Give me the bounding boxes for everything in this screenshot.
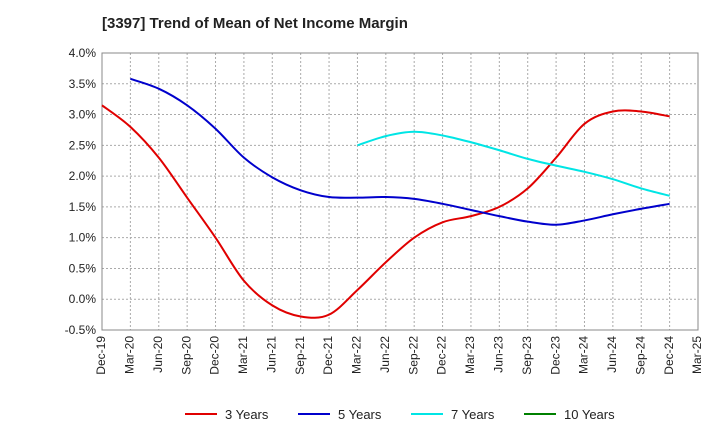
- legend-label-0: 3 Years: [225, 407, 269, 422]
- x-tick-label: Dec-20: [208, 336, 222, 375]
- x-tick-label: Dec-21: [321, 336, 335, 375]
- x-tick-label: Jun-23: [492, 336, 506, 373]
- x-tick-label: Mar-23: [463, 336, 477, 374]
- y-tick-label: 3.5%: [69, 77, 97, 91]
- x-tick-label: Mar-21: [236, 336, 250, 374]
- x-tick-label: Dec-23: [548, 336, 562, 375]
- y-tick-label: 1.5%: [69, 200, 97, 214]
- series: [101, 77, 670, 319]
- y-tick-label: 2.5%: [69, 138, 97, 152]
- y-axis: -0.5% 0.0% 0.5% 1.0% 1.5% 2.0% 2.5% 3.0% 3.5% 4.0…: [65, 46, 97, 337]
- x-tick-label: Jun-20: [151, 336, 165, 373]
- x-tick-label: Sep-20: [179, 336, 193, 375]
- legend-label-1: 5 Years: [338, 407, 382, 422]
- legend-label-2: 7 Years: [451, 407, 495, 422]
- x-tick-label: Dec-22: [435, 336, 449, 375]
- x-tick-label: Jun-24: [605, 336, 619, 373]
- x-tick-label: Mar-20: [123, 336, 137, 374]
- legend-label-3: 10 Years: [564, 407, 615, 422]
- x-tick-label: Mar-24: [577, 336, 591, 374]
- x-axis: Dec-19 Mar-20 Jun-20 Sep-20 Dec-20 Mar-21 Jun-…: [94, 336, 704, 375]
- x-tick-label: Mar-25: [690, 336, 704, 374]
- x-tick-label: Jun-21: [264, 336, 278, 373]
- x-tick-label: Sep-21: [293, 336, 307, 375]
- y-tick-label: 3.0%: [69, 108, 97, 122]
- chart-title: [3397] Trend of Mean of Net Income Margi…: [102, 15, 408, 32]
- x-tick-label: Sep-22: [406, 336, 420, 375]
- legend: 3 Years 5 Years 7 Years 10 Years: [185, 407, 615, 422]
- y-tick-label: -0.5%: [65, 323, 97, 337]
- y-tick-label: 0.0%: [69, 292, 97, 306]
- x-tick-label: Dec-24: [662, 336, 676, 375]
- y-tick-label: 2.0%: [69, 169, 97, 183]
- x-tick-label: Jun-22: [378, 336, 392, 373]
- x-tick-label: Sep-24: [633, 336, 647, 375]
- x-tick-label: Mar-22: [350, 336, 364, 374]
- series-line-0: [101, 104, 670, 319]
- series-line-1: [130, 77, 670, 226]
- x-tick-label: Sep-23: [520, 336, 534, 375]
- y-tick-label: 4.0%: [69, 46, 97, 60]
- series-line-2: [357, 130, 670, 197]
- y-tick-label: 1.0%: [69, 231, 97, 245]
- plot-frame: [101, 52, 699, 331]
- y-tick-label: 0.5%: [69, 261, 97, 275]
- grid: [102, 53, 698, 330]
- x-tick-label: Dec-19: [94, 336, 108, 375]
